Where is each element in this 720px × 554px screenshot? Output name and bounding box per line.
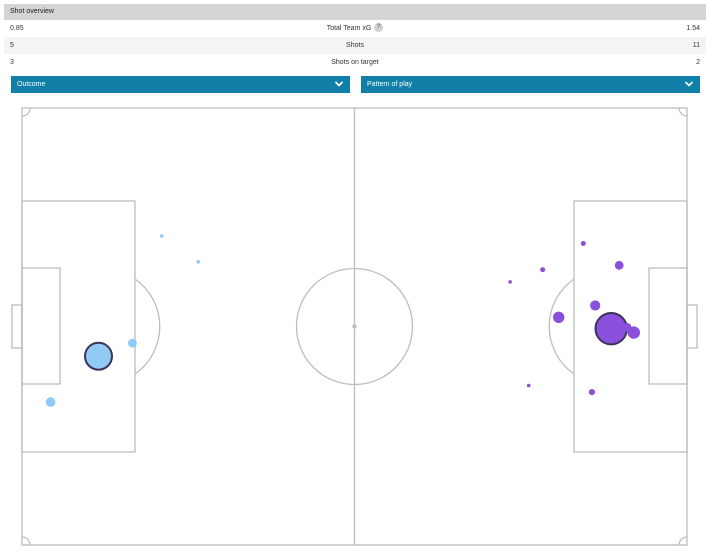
- away-shot-marker[interactable]: [553, 311, 565, 323]
- home-shots-value: 5: [10, 42, 14, 49]
- away-shot-marker[interactable]: [580, 241, 586, 246]
- xg-label-wrap: Total Team xG?: [4, 20, 706, 37]
- shots-label: Shots: [346, 42, 364, 49]
- chevron-down-icon: [684, 81, 694, 87]
- corner-arc: [21, 536, 31, 546]
- outcome-dropdown-label: Outcome: [17, 81, 46, 88]
- corner-arc: [21, 107, 31, 117]
- away-shot-marker[interactable]: [622, 323, 632, 332]
- away-goal-marker[interactable]: [594, 312, 628, 346]
- away-shot-marker[interactable]: [508, 280, 512, 284]
- left-six-yard-box: [21, 267, 61, 385]
- home-shot-marker[interactable]: [196, 260, 200, 264]
- shots-layer: [45, 234, 640, 407]
- away-on-target-value: 2: [696, 59, 700, 66]
- home-xg-value: 0.85: [10, 25, 24, 32]
- info-icon[interactable]: ?: [374, 22, 384, 32]
- away-shot-marker[interactable]: [614, 260, 624, 270]
- chevron-down-icon: [334, 81, 344, 87]
- home-on-target-value: 3: [10, 59, 14, 66]
- home-shot-marker[interactable]: [45, 397, 56, 407]
- left-penalty-box: [21, 200, 136, 453]
- right-goal: [686, 304, 698, 349]
- panel-title: Shot overview: [4, 4, 706, 20]
- corner-arc: [678, 536, 688, 546]
- outcome-dropdown[interactable]: Outcome: [11, 76, 350, 93]
- pattern-of-play-dropdown[interactable]: Pattern of play: [361, 76, 700, 93]
- away-shot-marker[interactable]: [526, 383, 531, 388]
- away-xg-value: 1.54: [686, 25, 700, 32]
- pattern-of-play-dropdown-label: Pattern of play: [367, 81, 413, 88]
- stat-row-on-target: 3 Shots on target 2: [4, 54, 706, 71]
- left-goal: [11, 304, 23, 349]
- stat-row-xg: 0.85 Total Team xG? 1.54: [4, 20, 706, 37]
- away-shot-marker[interactable]: [590, 300, 601, 311]
- home-goal-marker[interactable]: [84, 341, 113, 371]
- left-penalty-arc: [134, 278, 161, 375]
- home-shot-marker[interactable]: [127, 338, 137, 348]
- home-shot-marker[interactable]: [159, 234, 164, 238]
- corner-arc: [678, 107, 688, 117]
- stat-row-shots: 5 Shots 11: [4, 37, 706, 54]
- right-penalty-arc: [548, 278, 575, 375]
- centre-circle: [295, 267, 414, 386]
- xg-label: Total Team xG: [326, 25, 372, 32]
- right-six-yard-box: [648, 267, 688, 385]
- on-target-label: Shots on target: [331, 59, 379, 66]
- away-shots-value: 11: [692, 42, 700, 49]
- centre-spot: [352, 324, 357, 329]
- away-shot-marker[interactable]: [588, 389, 596, 396]
- away-shot-marker[interactable]: [540, 267, 546, 273]
